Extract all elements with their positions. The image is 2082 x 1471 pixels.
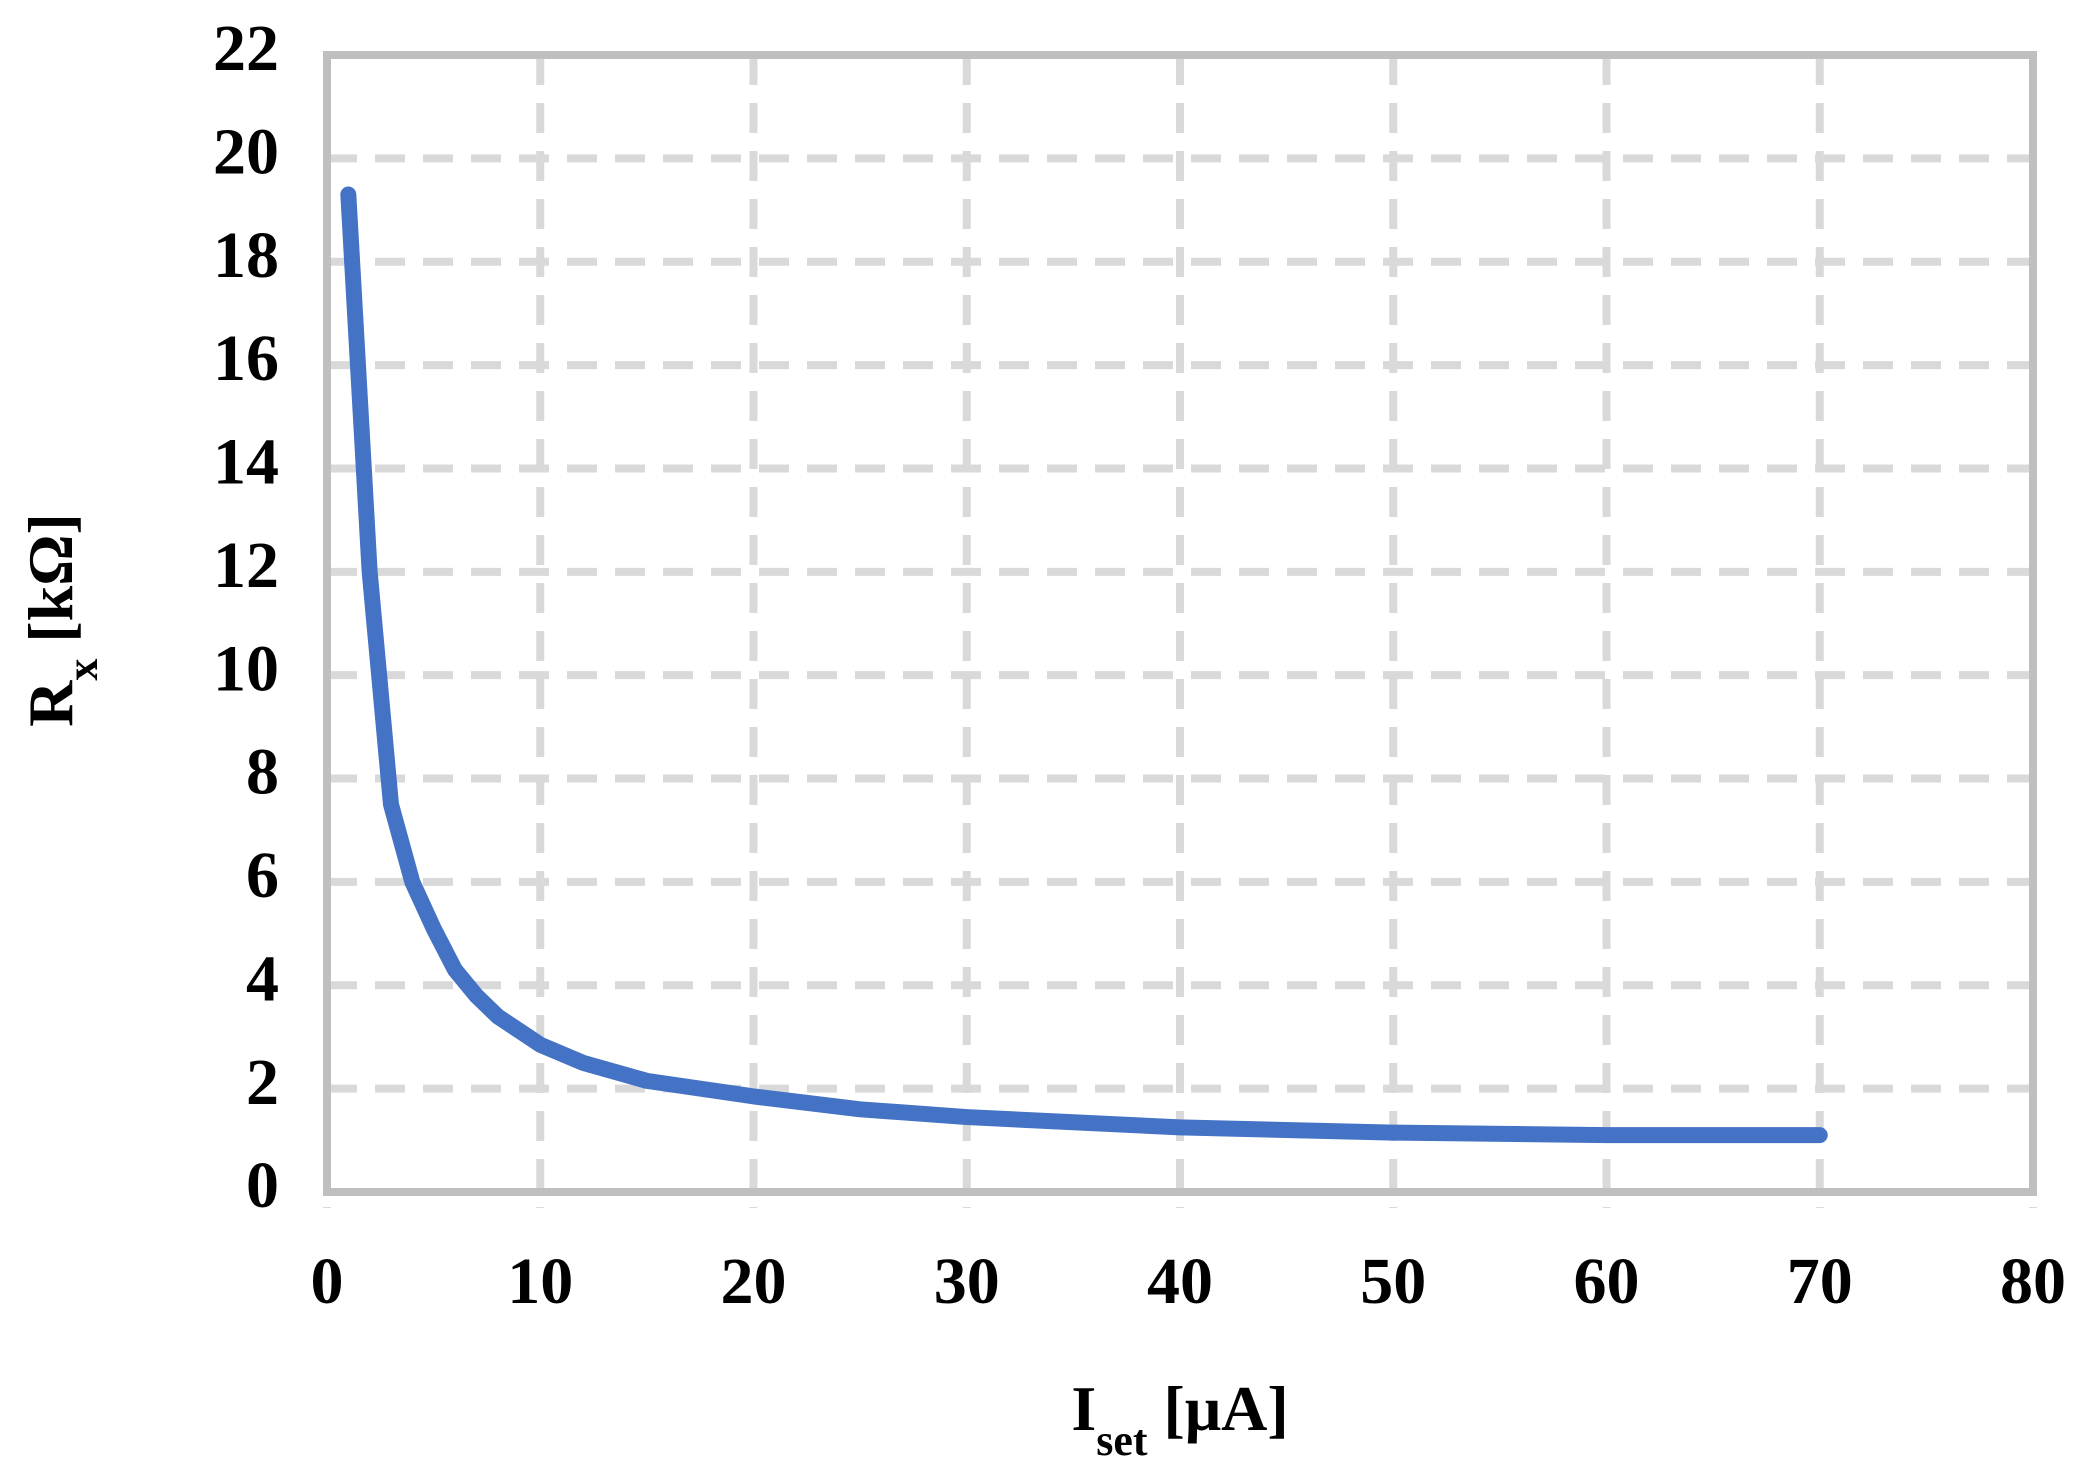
y-tick-label: 4 (246, 942, 279, 1015)
x-tick-label: 30 (934, 1245, 1000, 1318)
x-tick-label: 10 (507, 1245, 573, 1318)
axis-label-part: x (58, 659, 107, 681)
y-tick-label: 10 (213, 632, 279, 705)
x-axis-label: Iset [μA] (1071, 1373, 1288, 1465)
y-tick-label: 16 (213, 322, 279, 395)
y-tick-label: 2 (246, 1046, 279, 1119)
y-tick-label: 12 (213, 529, 279, 602)
x-tick-label: 70 (1787, 1245, 1853, 1318)
x-tick-label: 80 (2000, 1245, 2066, 1318)
axis-label-part: [kΩ] (15, 513, 86, 658)
x-tick-label: 60 (1574, 1245, 1640, 1318)
x-tick-label: 20 (721, 1245, 787, 1318)
x-tick-label: 50 (1360, 1245, 1426, 1318)
axis-label-part: R (15, 680, 86, 727)
y-tick-label: 20 (213, 116, 279, 189)
axis-label-part: [μA] (1148, 1373, 1289, 1444)
y-axis-label: Rx [kΩ] (15, 513, 107, 727)
y-tick-label: 8 (246, 736, 279, 809)
y-tick-label: 18 (213, 219, 279, 292)
x-tick-label: 40 (1147, 1245, 1213, 1318)
y-tick-label: 0 (246, 1149, 279, 1222)
x-tick-label: 0 (311, 1245, 344, 1318)
axis-label-part: set (1096, 1416, 1148, 1465)
plot-border (323, 51, 2037, 1196)
y-tick-label: 14 (213, 426, 279, 499)
axis-label-part: I (1071, 1373, 1096, 1444)
y-tick-label: 6 (246, 839, 279, 912)
y-tick-label: 22 (213, 12, 279, 85)
data-line (340, 186, 1828, 1144)
